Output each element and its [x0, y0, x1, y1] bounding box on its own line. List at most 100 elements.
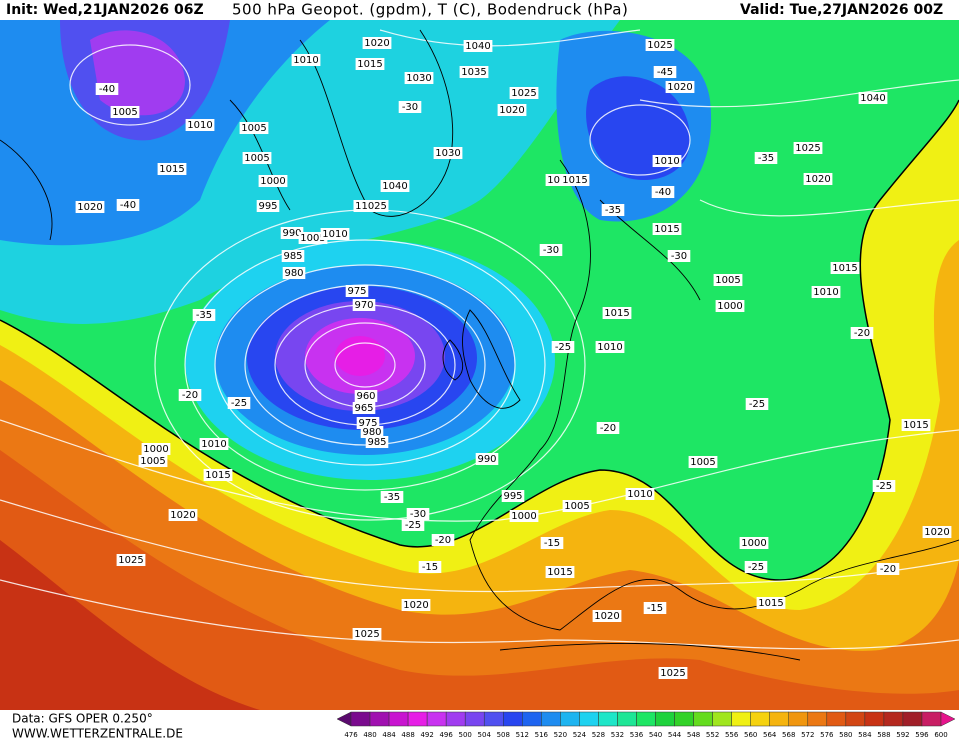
colorbar-cell [598, 711, 618, 727]
isobar-label: 990 [477, 454, 496, 465]
isobar-label-box [362, 37, 392, 49]
colorbar-label: 476 [344, 731, 358, 739]
colorbar-label: 480 [363, 731, 376, 739]
colorbar-cell [845, 711, 866, 727]
isobar-label: 1020 [667, 82, 692, 93]
isobar-label: 1010 [597, 342, 622, 353]
isobar-label-box [463, 40, 493, 52]
colorbar-label: 568 [782, 731, 795, 739]
isobar-label: -40 [99, 84, 115, 95]
isobar-label: -20 [600, 423, 616, 434]
colorbar-label: 592 [896, 731, 909, 739]
cold-region [586, 76, 690, 180]
isobar-label: 1020 [364, 38, 389, 49]
colorbar-cell [826, 711, 847, 727]
isobar-label: 1005 [564, 501, 589, 512]
warm-region [0, 450, 959, 710]
colorbar-label: 540 [649, 731, 662, 739]
isobar-label: -30 [671, 251, 687, 262]
isobar-label-box [404, 72, 434, 84]
isobar-label: 1000 [143, 444, 168, 455]
isobar-label-box [433, 147, 463, 159]
isobar-label: 1010 [654, 156, 679, 167]
isobar-label-box [652, 223, 682, 235]
header-bar [0, 0, 959, 20]
isobar-label: 1010 [547, 175, 572, 186]
isobar-label-box [401, 599, 431, 611]
isobar-label-box [858, 92, 888, 104]
isobar-label: 1010 [627, 489, 652, 500]
isobar-label-box [876, 563, 900, 575]
colorbar-cell [522, 711, 542, 727]
isobar-label-box [509, 87, 539, 99]
isobar-label-box [551, 341, 575, 353]
isobar-label-box [138, 455, 168, 467]
isobar-label-box [688, 456, 718, 468]
isobar-label: -25 [231, 398, 247, 409]
isobar-label: -20 [182, 390, 198, 401]
isobar-label-box [560, 174, 590, 186]
colorbar-cell [388, 711, 409, 727]
isobar-label: 1015 [604, 308, 629, 319]
isobar-label-box [418, 561, 442, 573]
colorbar-label: 500 [459, 731, 472, 739]
isobar-label: 985 [283, 251, 302, 262]
isobar-label-box [398, 101, 422, 113]
colorbar-cell [350, 711, 371, 727]
isobar-label-box [643, 602, 667, 614]
isobar-label-box [811, 286, 841, 298]
isobar-label-box [658, 667, 688, 679]
isobar-label: -25 [876, 481, 892, 492]
isobar-label-box [625, 488, 655, 500]
colorbar-cell [483, 711, 504, 727]
colorbar-label: 564 [763, 731, 777, 739]
colorbar-label: 596 [915, 731, 929, 739]
colorbar-cell [693, 711, 713, 727]
isobar-label: 1025 [118, 555, 143, 566]
isobar-label-box [459, 66, 489, 78]
isobar-label: 980 [362, 427, 381, 438]
colorbar-label: 532 [611, 731, 624, 739]
isobar-label-box [256, 200, 280, 212]
isobar-label: 975 [347, 286, 366, 297]
isobar-label-box [602, 307, 632, 319]
colorbar-cell [407, 711, 428, 727]
isobar-label-box [282, 267, 306, 279]
isobar-label-box [365, 436, 389, 448]
colorbar-cell [541, 711, 561, 727]
isobar-label-box [258, 175, 288, 187]
isobar-label-box [199, 438, 229, 450]
isobar-label-box [185, 119, 215, 131]
isobar-label: 1025 [354, 629, 379, 640]
isobar-label: 1015 [547, 567, 572, 578]
isobar-label-box [110, 106, 140, 118]
isobar-label-box [298, 232, 328, 244]
isobar-label: 1035 [461, 67, 486, 78]
isobar-label: -35 [605, 205, 621, 216]
isobar-label-box [345, 285, 369, 297]
isobar-label: -15 [544, 538, 560, 549]
isobar-label-box [95, 83, 119, 95]
isobar-label-box [227, 397, 251, 409]
colorbar-cell [883, 711, 904, 727]
isobar-label-box [744, 561, 768, 573]
isobar-label-box [239, 122, 269, 134]
isobar-label: 1000 [511, 511, 536, 522]
isobar-label: 1040 [465, 41, 490, 52]
valid-time: Valid: Tue,27JAN2026 00Z [740, 2, 943, 18]
isobar-label: 1040 [382, 181, 407, 192]
isobar-label: 1005 [300, 233, 325, 244]
isobar-label-box [922, 526, 952, 538]
isobar-label: -25 [555, 342, 571, 353]
isobar-label-box [406, 508, 430, 520]
isobar-label: 1015 [758, 598, 783, 609]
isobar-label: 1010 [187, 120, 212, 131]
isobar-label-box [592, 610, 622, 622]
isobar-label-box [280, 227, 304, 239]
isobar-label: 1040 [860, 93, 885, 104]
colorbar-label: 528 [592, 731, 605, 739]
isobar-label: -35 [196, 310, 212, 321]
colorbar-label: 544 [668, 731, 682, 739]
isobar-label: -15 [647, 603, 663, 614]
